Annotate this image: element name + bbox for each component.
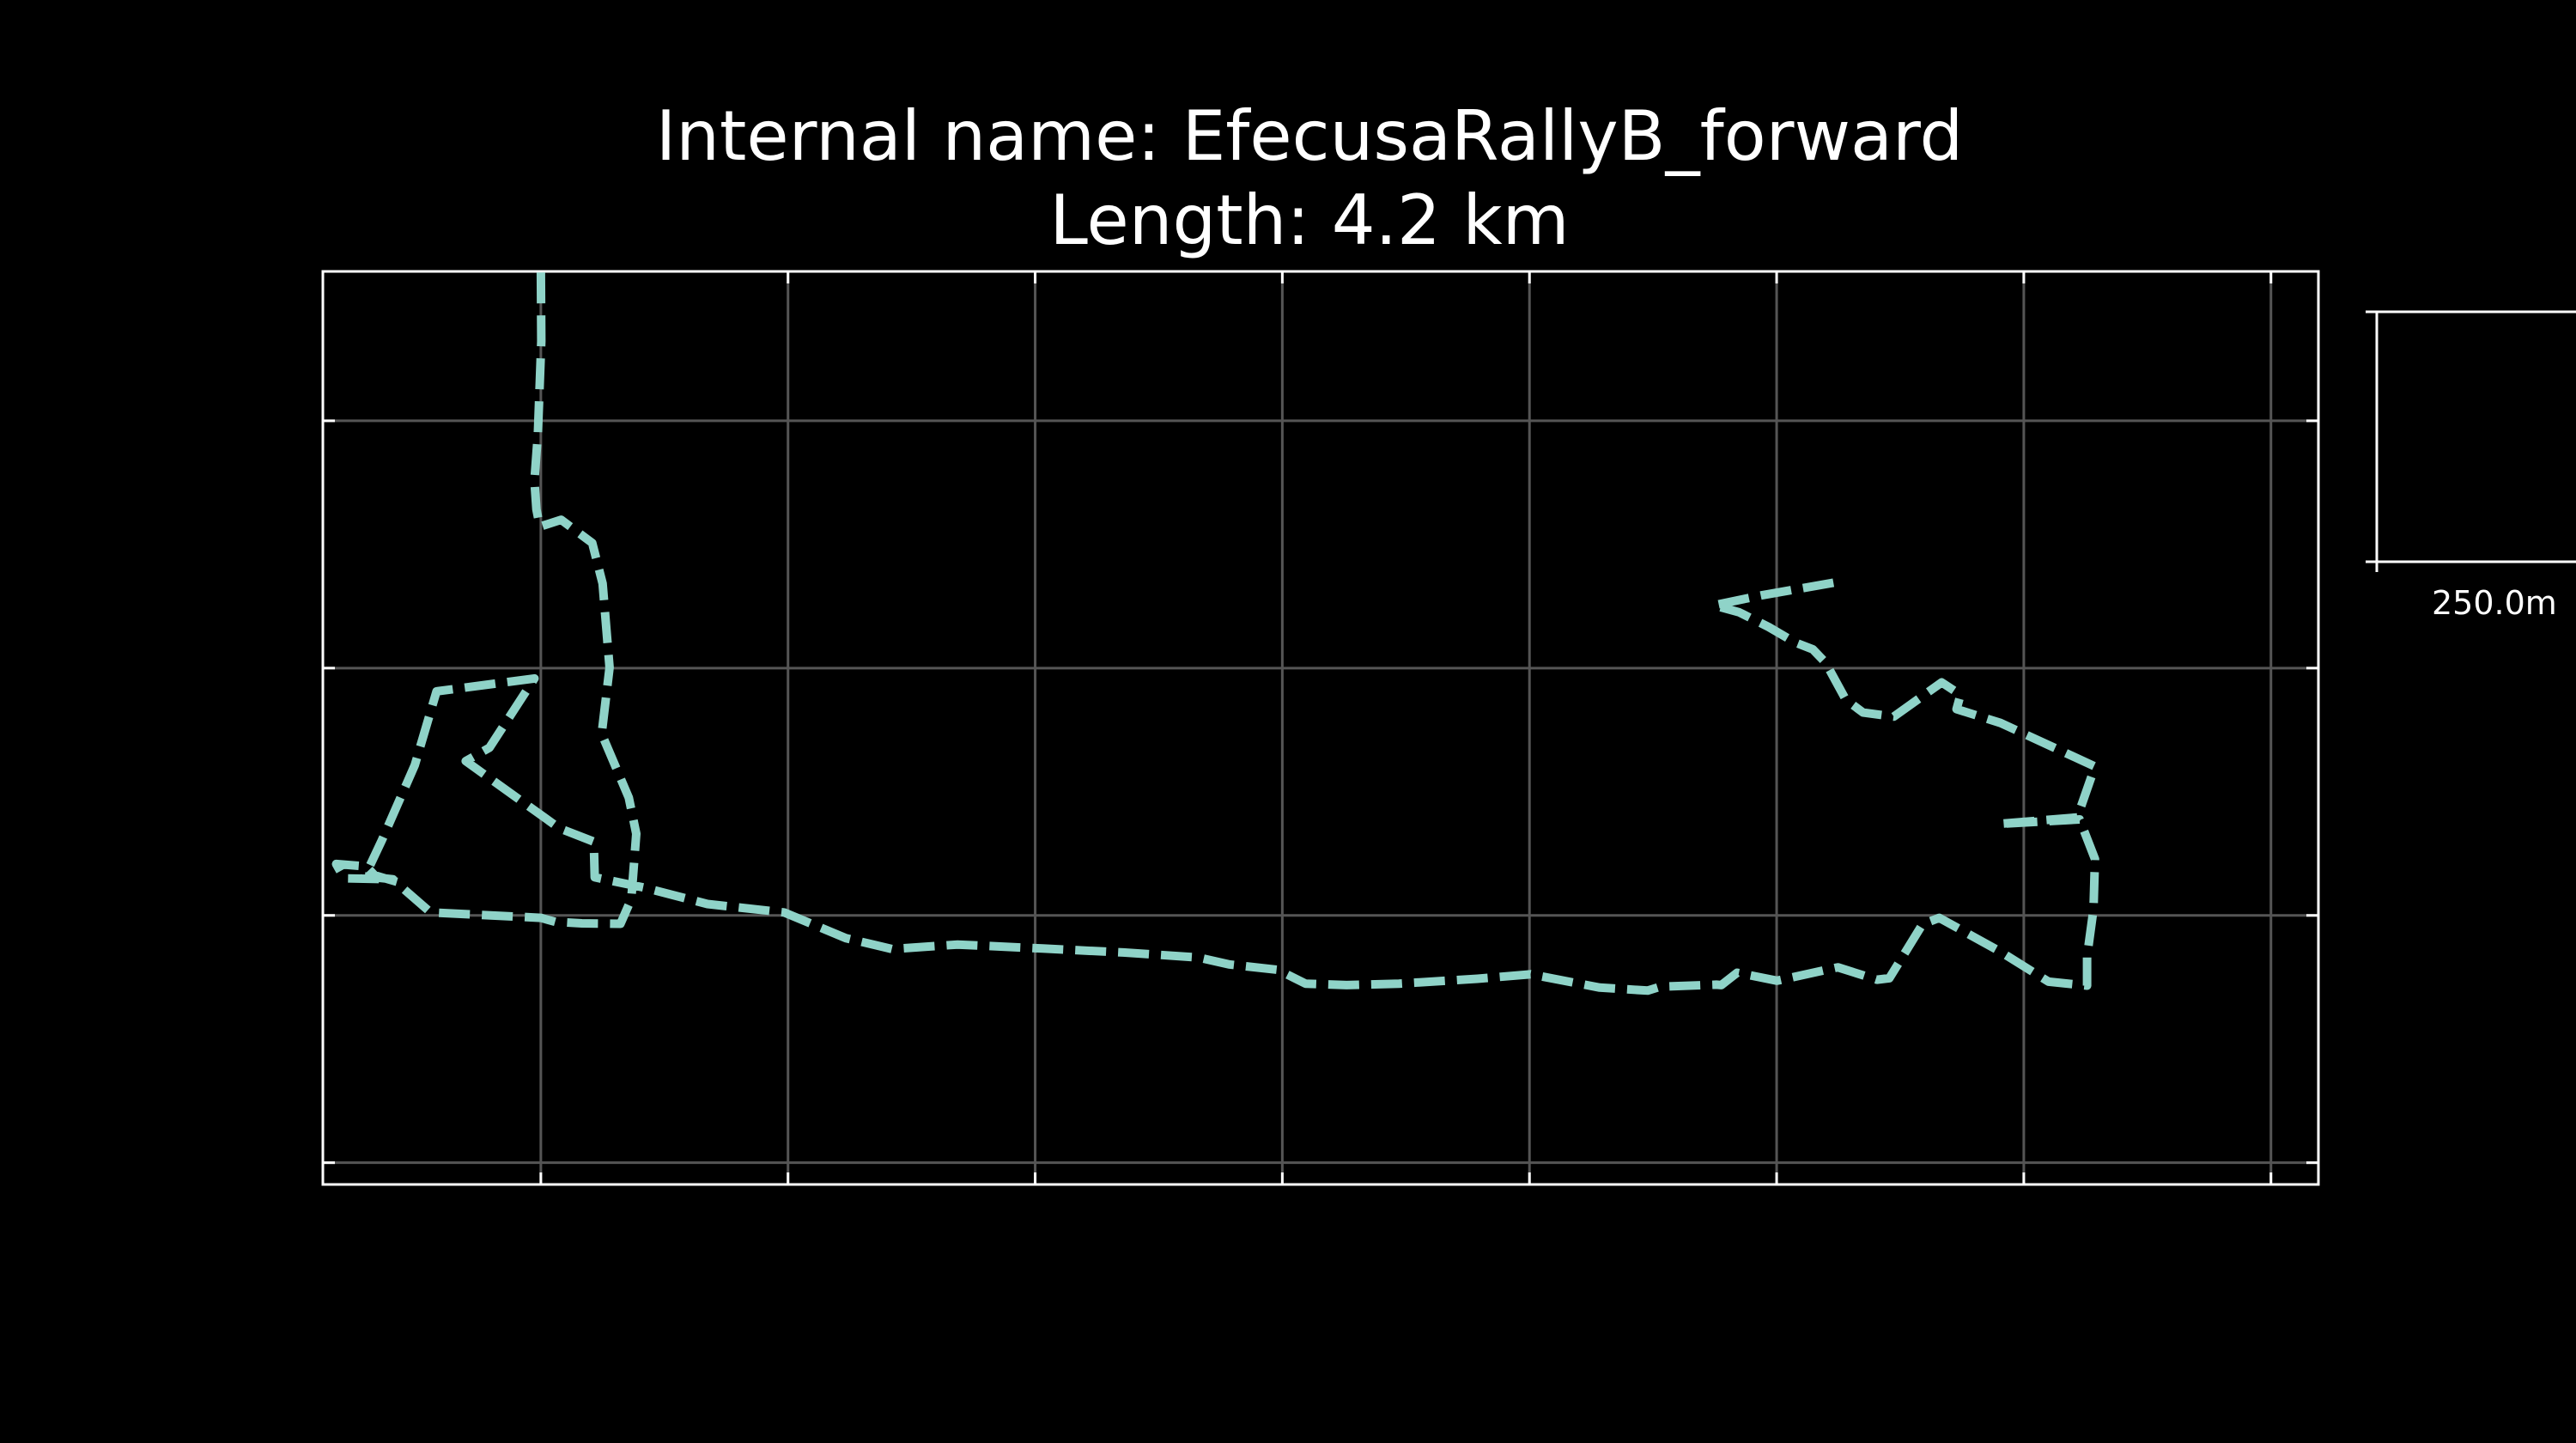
scale-bar: 250.0m (2366, 310, 2576, 622)
grid-lines (323, 271, 2318, 1184)
axis-ticks (323, 271, 2318, 1184)
chart-title-block: Internal name: EfecusaRallyB_forward Len… (0, 94, 2576, 263)
chart-title: Internal name: EfecusaRallyB_forward (655, 96, 1964, 176)
scale-bar-label: 250.0m (2432, 584, 2557, 622)
plot-frame (321, 270, 2320, 1186)
track-path (331, 272, 2099, 995)
chart-subtitle: Length: 4.2 km (1049, 180, 1570, 260)
